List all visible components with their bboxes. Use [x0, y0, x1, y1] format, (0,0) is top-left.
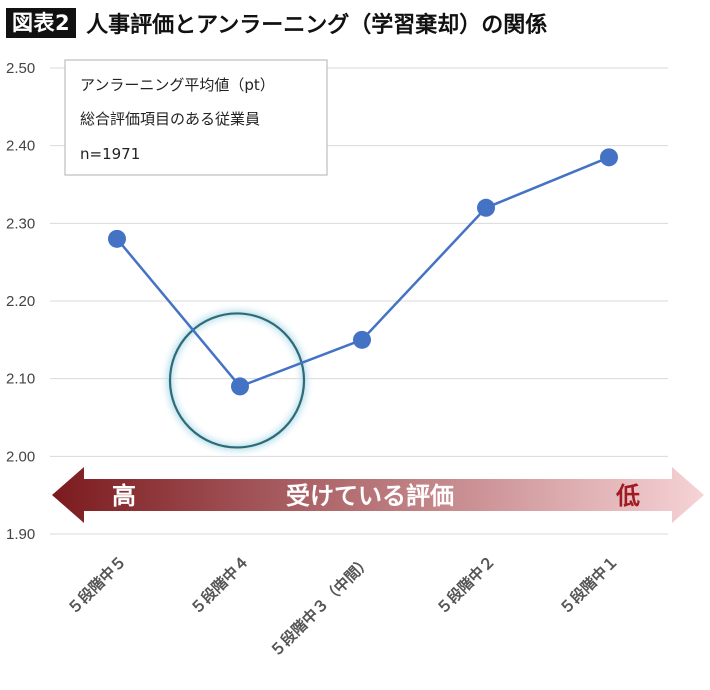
legend-frame [64, 59, 328, 176]
data-point [600, 148, 618, 167]
legend-line-population: 総合評価項目のある従業員 [80, 110, 260, 128]
legend-line-sample-size: n=1971 [80, 145, 140, 163]
y-tick-label: 2.20 [6, 293, 35, 310]
y-tick-label: 2.30 [6, 215, 35, 232]
x-axis-labels: ５段階中５ ５段階中４ ５段階中３（中間） ５段階中２ ５段階中１ [64, 552, 622, 660]
arrow-label-low: 低 [615, 482, 640, 510]
x-category-label: ５段階中２ [433, 552, 499, 618]
figure-title: 人事評価とアンラーニング（学習棄却）の関係 [86, 13, 548, 38]
data-point [477, 198, 495, 217]
arrow-label-center: 受けている評価 [286, 482, 454, 510]
x-category-label: ５段階中１ [556, 552, 622, 618]
x-category-label: ５段階中５ [64, 552, 130, 618]
figure-badge: 図表2 [6, 8, 77, 38]
y-tick-label: 2.00 [6, 448, 35, 465]
y-tick-label: 2.50 [6, 60, 35, 77]
figure-title-bar: 図表2 人事評価とアンラーニング（学習棄却）の関係 [6, 6, 547, 40]
y-tick-label: 2.10 [6, 371, 35, 388]
data-point [108, 229, 126, 248]
highlight-ring [168, 312, 306, 449]
data-point [231, 377, 249, 396]
y-tick-label: 2.40 [6, 138, 35, 155]
series-line [108, 148, 618, 396]
x-category-label: ５段階中３（中間） [267, 552, 375, 660]
gridlines [50, 67, 668, 535]
y-axis-ticks: 1.90 2.00 2.10 2.20 2.30 2.40 2.50 [6, 60, 35, 543]
x-category-label: ５段階中４ [187, 552, 253, 618]
arrow-label-high: 高 [112, 482, 136, 510]
data-point [353, 330, 371, 349]
evaluation-arrow-shape [52, 467, 704, 523]
evaluation-arrow: 高 受けている評価 低 [52, 467, 704, 523]
y-tick-label: 1.90 [6, 526, 35, 543]
legend-box: アンラーニング平均値（pt） 総合評価項目のある従業員 n=1971 [64, 59, 328, 176]
legend-line-metric: アンラーニング平均値（pt） [80, 76, 275, 94]
